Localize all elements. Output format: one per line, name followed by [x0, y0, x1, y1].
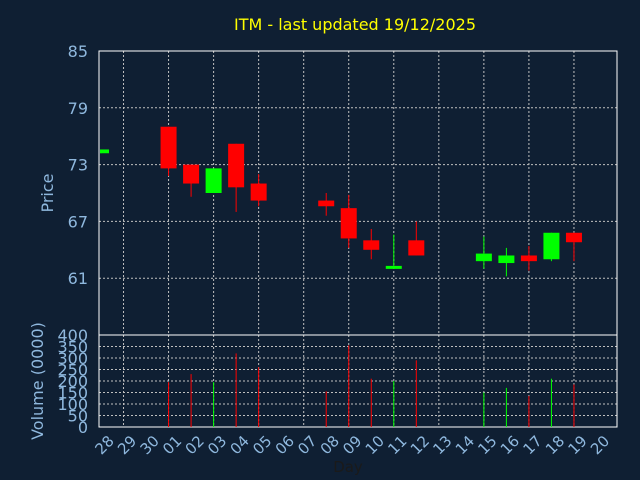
price-y-tick: 67	[68, 212, 88, 231]
price-axis-label: Price	[38, 173, 57, 212]
candle-body	[183, 164, 200, 184]
candlesticks	[100, 126, 582, 277]
candle-body	[228, 143, 245, 188]
candle-body	[100, 149, 109, 154]
candle	[565, 232, 582, 262]
candle	[318, 193, 335, 216]
price-panel: 85 79 73 67 61 Price	[38, 42, 618, 336]
candle-body	[520, 255, 537, 262]
candle	[363, 228, 380, 260]
candle	[160, 126, 177, 176]
candle-body	[318, 200, 335, 207]
price-y-tick: 61	[68, 269, 88, 288]
candle-body	[205, 168, 222, 193]
candle	[408, 221, 425, 256]
volume-y-tick: 100	[57, 395, 88, 414]
volume-y-tick: 150	[57, 384, 88, 403]
candle-body	[543, 232, 560, 260]
volume-axis-label: Volume (0000)	[28, 322, 47, 440]
candle	[205, 168, 222, 193]
volume-y-tick: 300	[57, 349, 88, 368]
candle-body	[250, 183, 267, 201]
candle	[228, 143, 245, 212]
candle-body	[160, 126, 177, 169]
x-axis-label: Day	[333, 458, 363, 476]
price-y-tick-labels: 85 79 73 67 61	[68, 42, 88, 288]
chart-title: ITM - last updated 19/12/2025	[234, 15, 476, 34]
volume-y-tick: 350	[57, 338, 88, 357]
candle-body	[408, 240, 425, 256]
price-y-tick: 85	[68, 42, 88, 61]
volume-bars	[168, 345, 575, 427]
candle	[183, 164, 200, 197]
price-y-tick: 73	[68, 156, 88, 175]
candle-body	[385, 265, 402, 269]
candle-body	[565, 232, 582, 243]
candle	[520, 246, 537, 271]
volume-y-tick: 0	[78, 418, 88, 437]
candle	[385, 234, 402, 269]
candle	[498, 247, 515, 277]
volume-y-tick: 200	[57, 372, 88, 391]
candle	[543, 232, 560, 262]
volume-y-tick: 400	[57, 326, 88, 345]
volume-y-tick: 50	[68, 407, 88, 426]
candle-body	[363, 240, 380, 250]
candle-body	[475, 253, 492, 262]
volume-y-tick: 250	[57, 361, 88, 380]
volume-plot-frame	[98, 334, 618, 428]
candle	[250, 174, 267, 207]
candle	[100, 149, 109, 154]
candle	[475, 236, 492, 269]
candle	[340, 194, 357, 248]
candle-body	[498, 255, 515, 264]
candle-body	[340, 208, 357, 239]
price-y-tick: 79	[68, 99, 88, 118]
x-tick-labels: 2829300102030405060708091011121314151617…	[92, 432, 614, 458]
